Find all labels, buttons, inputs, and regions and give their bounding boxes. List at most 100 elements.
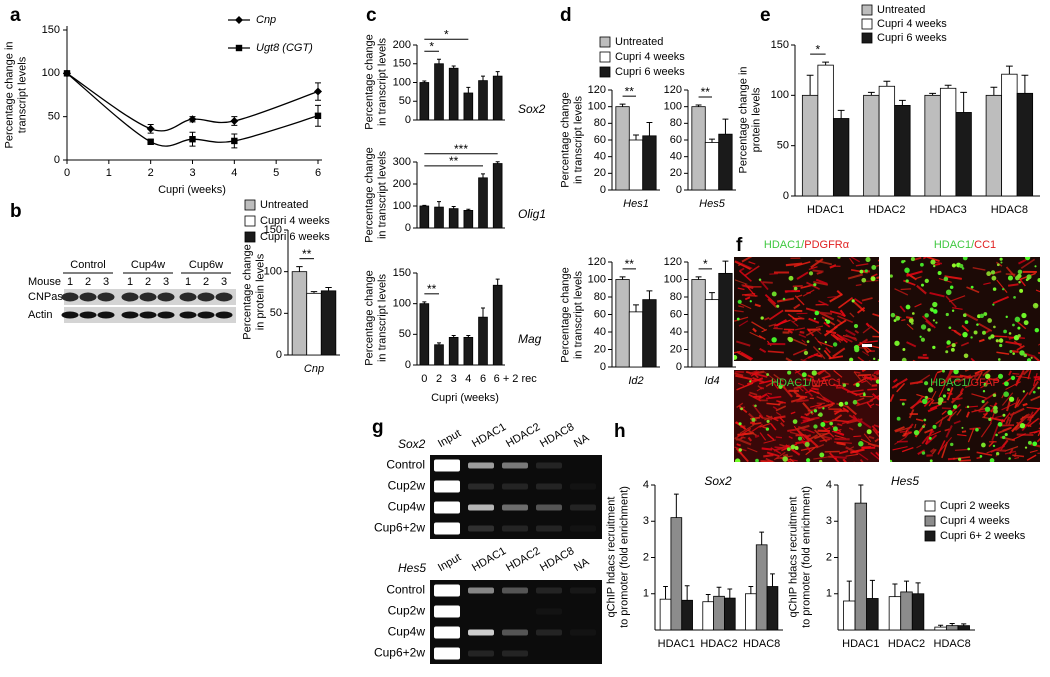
panel-letter: a: [10, 5, 21, 26]
y-tick-label: 100: [588, 273, 606, 285]
x-tick-label: 4: [231, 167, 237, 179]
y-tick-label: 60: [594, 308, 606, 320]
gel-band: [502, 587, 528, 594]
y-tick-label: 20: [670, 343, 682, 355]
red-signal: [805, 327, 821, 337]
gel-band: [468, 525, 494, 532]
green-signal: [967, 447, 971, 451]
red-signal: [870, 451, 879, 461]
red-signal: [775, 436, 783, 439]
red-signal: [770, 423, 777, 431]
y-tick-label: 120: [588, 84, 606, 96]
green-signal: [855, 382, 860, 387]
red-signal: [925, 434, 938, 445]
red-signal: [817, 391, 828, 403]
green-signal: [945, 350, 949, 354]
red-signal: [980, 422, 992, 438]
legend-swatch: [861, 32, 873, 44]
bar: [939, 87, 957, 197]
point: [146, 124, 155, 133]
y-tick-label: 100: [664, 273, 682, 285]
red-signal: [759, 347, 767, 354]
label-red: CC1: [974, 239, 996, 251]
panel-letter: h: [614, 421, 626, 442]
red-signal: [940, 436, 953, 451]
red-signal: [833, 370, 843, 378]
green-signal: [740, 407, 744, 411]
red-signal: [800, 415, 811, 421]
green-signal: [932, 319, 936, 322]
x-tick-label: 6: [315, 167, 321, 179]
red-signal: [948, 295, 966, 303]
red-signal: [744, 265, 760, 277]
red-signal: [849, 257, 855, 265]
red-signal: [921, 435, 929, 445]
green-signal: [988, 417, 992, 422]
red-signal: [979, 400, 989, 411]
red-signal: [945, 370, 952, 383]
green-signal: [1018, 280, 1021, 284]
red-signal: [801, 429, 806, 432]
red-signal: [815, 259, 833, 266]
green-signal: [1019, 423, 1026, 429]
red-signal: [924, 428, 934, 434]
green-signal: [942, 394, 947, 398]
bar: [306, 292, 322, 356]
bar: [419, 82, 430, 121]
bar: [642, 135, 657, 191]
point: [63, 70, 71, 77]
red-signal: [747, 447, 758, 453]
y-tick-label: 150: [393, 267, 411, 279]
green-signal: [797, 436, 803, 441]
green-signal: [870, 276, 876, 282]
green-signal: [738, 422, 742, 426]
x-tick-label: 3: [451, 373, 457, 385]
red-signal: [967, 428, 975, 443]
red-signal: [802, 377, 818, 383]
gel-band: [434, 647, 460, 660]
green-signal: [1014, 316, 1021, 323]
red-signal: [749, 391, 758, 396]
red-signal: [759, 432, 767, 441]
green-signal: [987, 318, 992, 323]
y-tick-label: 50: [777, 140, 789, 152]
blot-lane-label: 3: [103, 276, 109, 288]
green-signal: [894, 340, 900, 346]
blot-band: [215, 292, 233, 302]
micrograph: [890, 370, 1040, 462]
error-bar: [722, 260, 729, 274]
point: [147, 138, 154, 145]
blot-lane-label: 2: [203, 276, 209, 288]
legend-symbol: [235, 16, 243, 24]
green-signal: [738, 448, 742, 452]
red-signal: [799, 330, 805, 334]
micrograph: [734, 257, 879, 361]
green-signal: [1027, 440, 1032, 445]
y-tick-label: 0: [676, 184, 682, 196]
red-signal: [931, 448, 937, 455]
red-signal: [817, 370, 827, 376]
error-bar: [883, 80, 891, 87]
green-signal: [766, 419, 770, 423]
red-signal: [853, 371, 861, 374]
y-tick-label: 80: [594, 291, 606, 303]
green-signal: [776, 304, 780, 308]
bar: [492, 163, 503, 229]
green-signal: [937, 270, 942, 275]
red-signal: [849, 312, 855, 318]
red-signal: [775, 405, 787, 412]
red-signal: [772, 406, 778, 410]
y-axis-label: Percentage change: [363, 34, 375, 129]
red-signal: [892, 446, 908, 451]
red-signal: [915, 418, 924, 422]
red-signal: [1003, 412, 1011, 421]
red-signal: [846, 405, 858, 416]
error-bar: [466, 86, 471, 93]
green-signal: [760, 316, 764, 320]
gel-band: [502, 525, 528, 532]
green-signal: [957, 457, 962, 461]
legend-label: Cupri 6 weeks: [877, 32, 947, 44]
red-signal: [875, 404, 879, 406]
red-signal: [811, 387, 819, 391]
gel-row-label: Cup4w: [388, 500, 426, 514]
